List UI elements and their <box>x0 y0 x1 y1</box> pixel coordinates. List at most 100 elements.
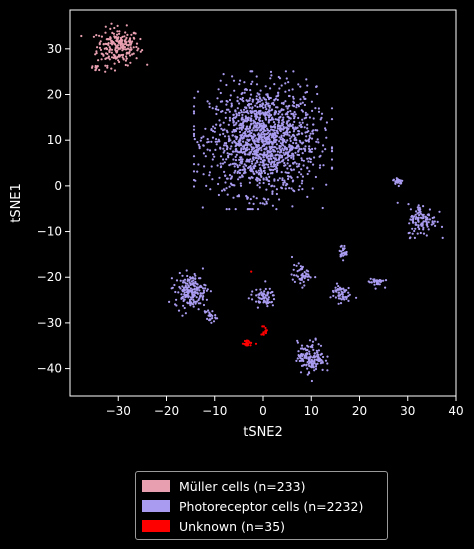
data-point <box>232 113 235 116</box>
data-point <box>130 33 133 36</box>
data-point <box>202 173 205 176</box>
data-point <box>297 83 300 86</box>
data-point <box>292 97 295 100</box>
data-point <box>280 122 283 125</box>
data-point <box>231 162 234 165</box>
data-point <box>238 130 242 134</box>
data-point <box>238 171 241 175</box>
data-point <box>278 156 281 159</box>
data-point <box>330 146 334 149</box>
data-point <box>120 53 123 57</box>
data-point <box>318 166 321 169</box>
data-point <box>303 126 306 129</box>
data-point <box>296 275 300 278</box>
data-point <box>225 108 229 111</box>
data-point <box>277 121 280 124</box>
data-point <box>396 201 399 204</box>
legend-swatch-muller <box>142 480 170 492</box>
data-point <box>182 286 185 289</box>
data-point <box>260 158 263 161</box>
data-point <box>310 379 313 383</box>
data-point <box>274 146 277 149</box>
data-point <box>272 139 276 142</box>
data-point <box>233 165 236 168</box>
data-point <box>274 123 277 126</box>
data-point <box>242 124 245 127</box>
data-point <box>409 218 412 221</box>
data-point <box>282 116 285 119</box>
data-point <box>272 141 275 144</box>
data-point <box>258 116 262 119</box>
data-point <box>177 309 181 312</box>
data-point <box>306 157 309 160</box>
data-point <box>189 304 192 307</box>
data-point <box>231 117 234 120</box>
data-point <box>248 202 251 205</box>
data-point <box>220 127 223 130</box>
data-point <box>260 291 263 294</box>
data-point <box>276 127 279 130</box>
data-point <box>270 165 273 168</box>
legend-label-unknown: Unknown (n=35) <box>179 518 286 534</box>
data-point <box>289 137 292 140</box>
data-point <box>240 147 243 150</box>
data-point <box>255 156 258 159</box>
data-point <box>107 56 110 59</box>
data-point <box>109 27 112 30</box>
data-point <box>288 187 291 190</box>
data-point <box>270 108 274 111</box>
data-point <box>309 365 312 368</box>
data-point <box>316 138 319 141</box>
data-point <box>295 162 298 165</box>
data-point <box>201 298 204 301</box>
data-point <box>223 135 227 138</box>
data-point <box>269 132 272 135</box>
data-point <box>332 294 335 297</box>
data-point <box>194 302 197 305</box>
data-point <box>194 277 197 280</box>
data-point <box>246 109 249 112</box>
y-tick-label: −40 <box>37 362 62 376</box>
data-point <box>222 121 225 124</box>
data-point <box>261 126 264 129</box>
data-point <box>293 161 296 164</box>
data-point <box>316 353 319 356</box>
data-point <box>266 294 269 297</box>
data-point <box>202 152 205 155</box>
data-point <box>427 221 430 224</box>
data-point <box>202 135 205 138</box>
data-point <box>183 291 186 294</box>
data-point <box>263 203 266 206</box>
data-point <box>116 30 119 33</box>
data-point <box>286 129 289 132</box>
data-point <box>130 48 133 51</box>
data-point <box>239 134 242 137</box>
data-point <box>347 294 350 297</box>
data-point <box>95 34 98 37</box>
data-point <box>306 167 309 170</box>
data-point <box>282 134 286 137</box>
data-point <box>237 178 240 181</box>
data-point <box>278 154 281 157</box>
data-point <box>273 83 276 86</box>
data-point <box>96 46 99 49</box>
data-point <box>392 179 395 182</box>
legend-item-muller: Müller cells (n=233) <box>142 477 305 495</box>
data-point <box>245 88 248 91</box>
data-point <box>238 158 241 161</box>
data-point <box>334 296 337 299</box>
data-point <box>395 177 398 180</box>
data-point <box>384 279 388 282</box>
data-point <box>288 134 291 137</box>
data-point <box>345 253 348 256</box>
data-point <box>114 35 118 39</box>
data-point <box>270 301 273 304</box>
data-point <box>271 290 274 294</box>
data-point <box>132 31 135 34</box>
data-point <box>312 132 315 135</box>
data-point <box>322 355 325 359</box>
data-point <box>251 153 254 156</box>
data-point <box>265 108 268 111</box>
data-point <box>230 175 233 178</box>
data-point <box>284 82 287 85</box>
